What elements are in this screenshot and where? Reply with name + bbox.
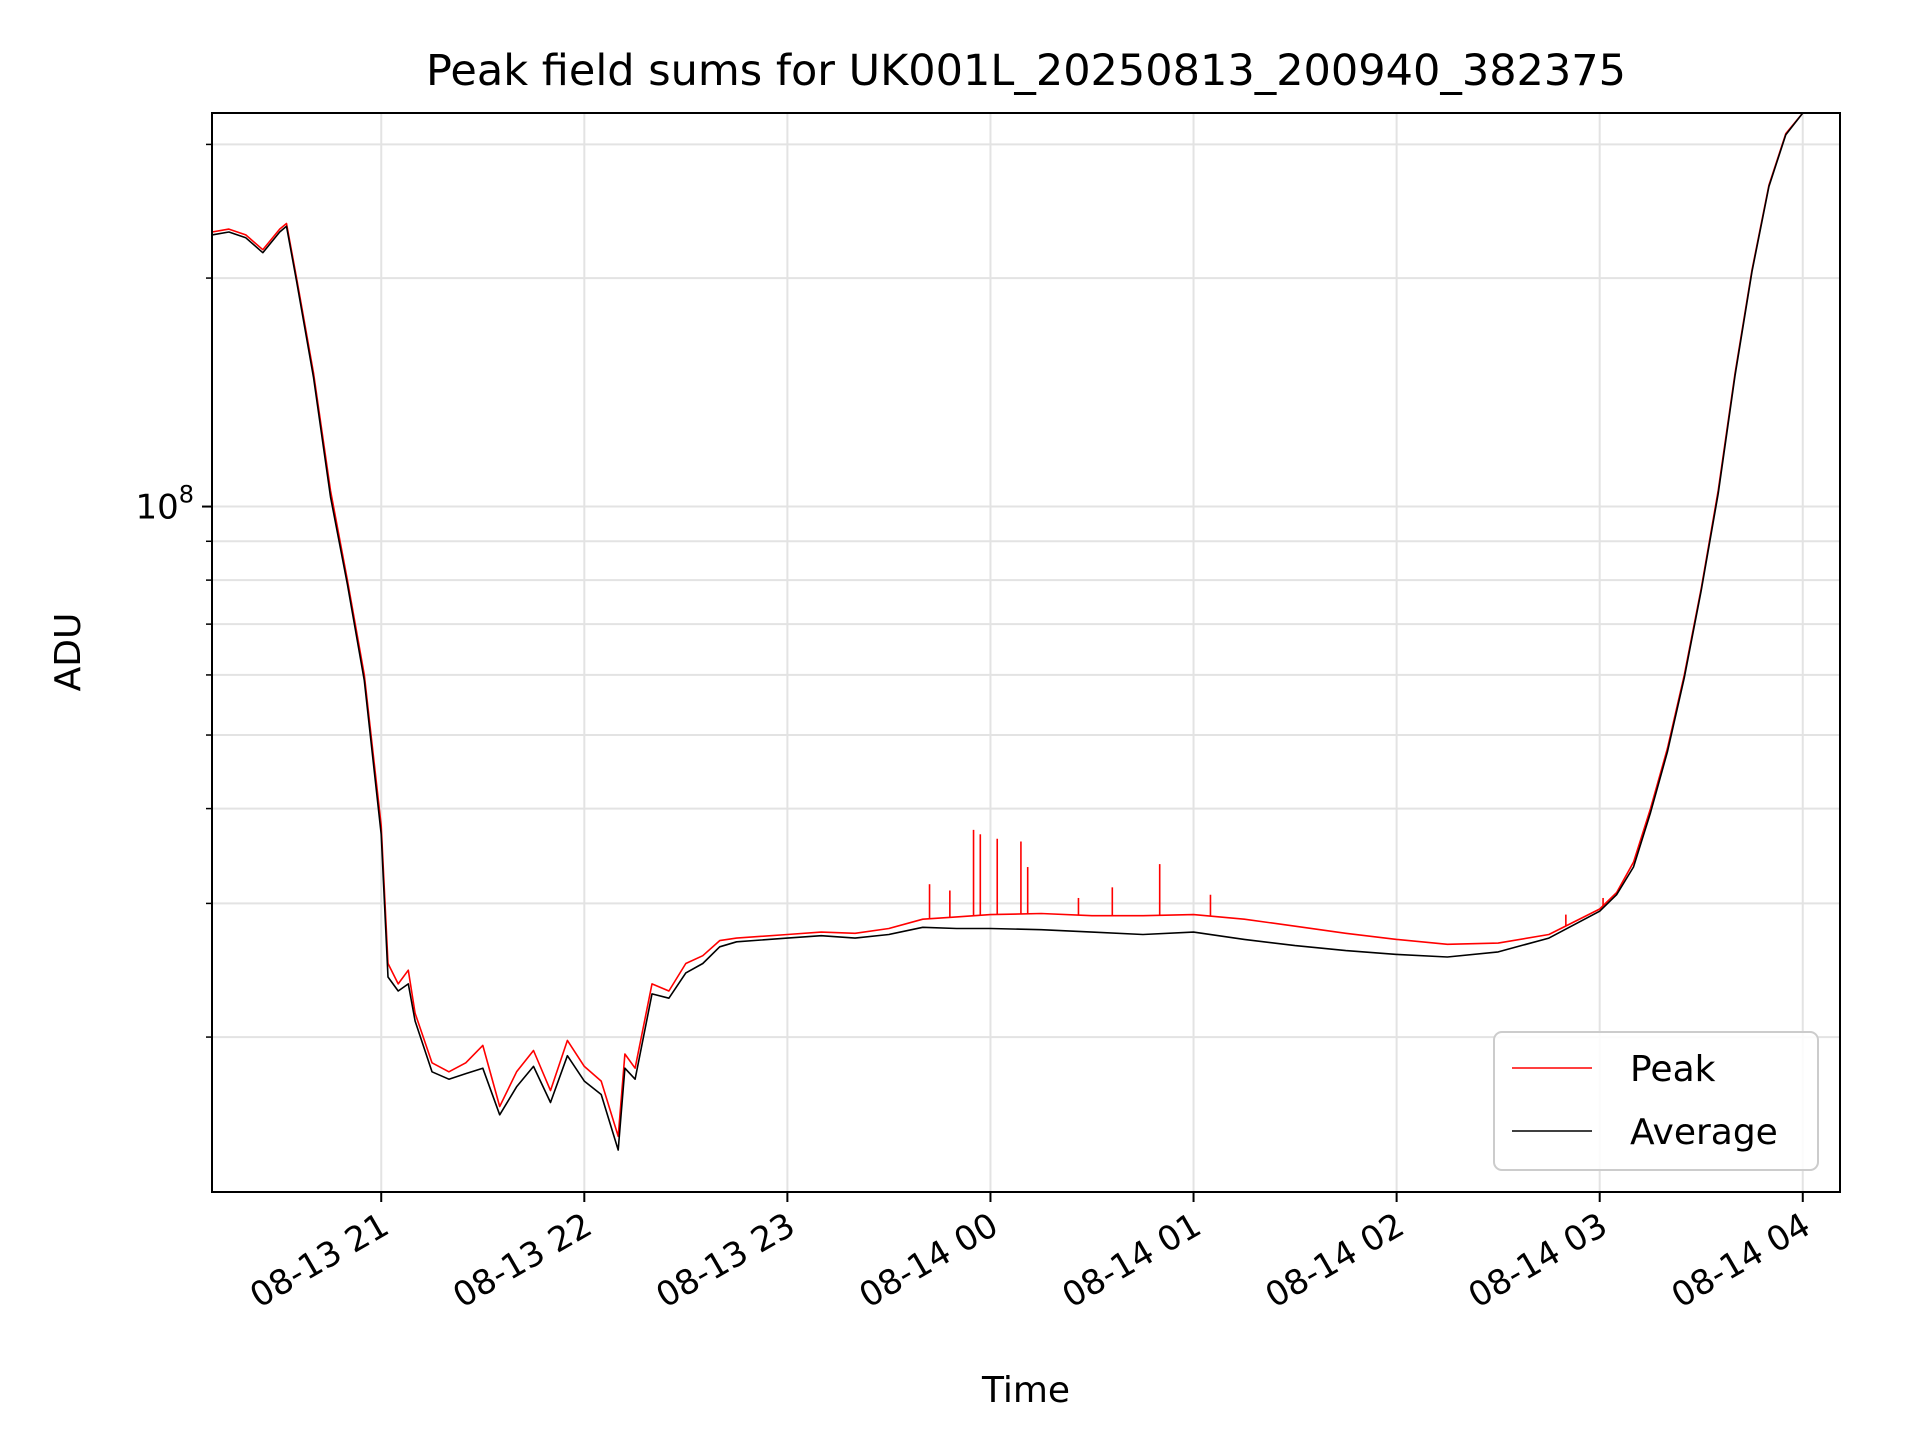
y-axis: 108 bbox=[135, 143, 212, 1038]
legend: Peak Average bbox=[1493, 1031, 1819, 1171]
legend-box bbox=[1493, 1031, 1819, 1171]
series-line-average bbox=[211, 112, 1840, 1151]
y-tick-label: 108 bbox=[135, 481, 194, 528]
chart-title: Peak field sums for UK001L_20250813_2009… bbox=[426, 46, 1626, 96]
legend-label-peak: Peak bbox=[1630, 1049, 1716, 1090]
grid bbox=[212, 113, 1840, 1192]
plot-area bbox=[211, 112, 1840, 1151]
plot-frame bbox=[211, 112, 1841, 1193]
x-axis-label: Time bbox=[981, 1370, 1070, 1411]
y-axis-label: ADU bbox=[48, 613, 89, 692]
legend-label-average: Average bbox=[1630, 1112, 1778, 1153]
